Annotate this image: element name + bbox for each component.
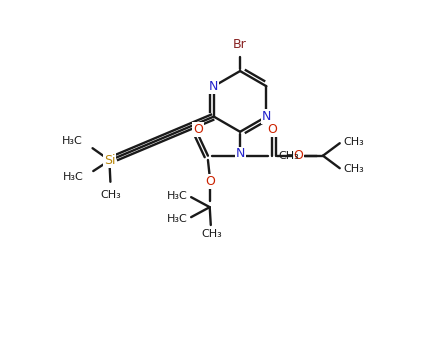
Text: Si: Si [104,154,115,167]
Text: N: N [209,80,218,93]
Text: H₃C: H₃C [62,136,83,146]
Text: O: O [293,149,303,162]
Text: H₃C: H₃C [63,172,84,182]
Text: CH₃: CH₃ [343,164,364,174]
Text: CH₃: CH₃ [278,151,299,161]
Text: O: O [205,175,214,188]
Text: H₃C: H₃C [167,213,187,224]
Text: O: O [193,123,203,136]
Text: CH₃: CH₃ [343,137,364,147]
Text: N: N [262,110,271,123]
Text: H₃C: H₃C [167,191,187,201]
Text: N: N [235,148,245,161]
Text: CH₃: CH₃ [201,229,222,239]
Text: O: O [267,123,277,136]
Text: Br: Br [233,39,247,51]
Text: CH₃: CH₃ [100,190,121,200]
